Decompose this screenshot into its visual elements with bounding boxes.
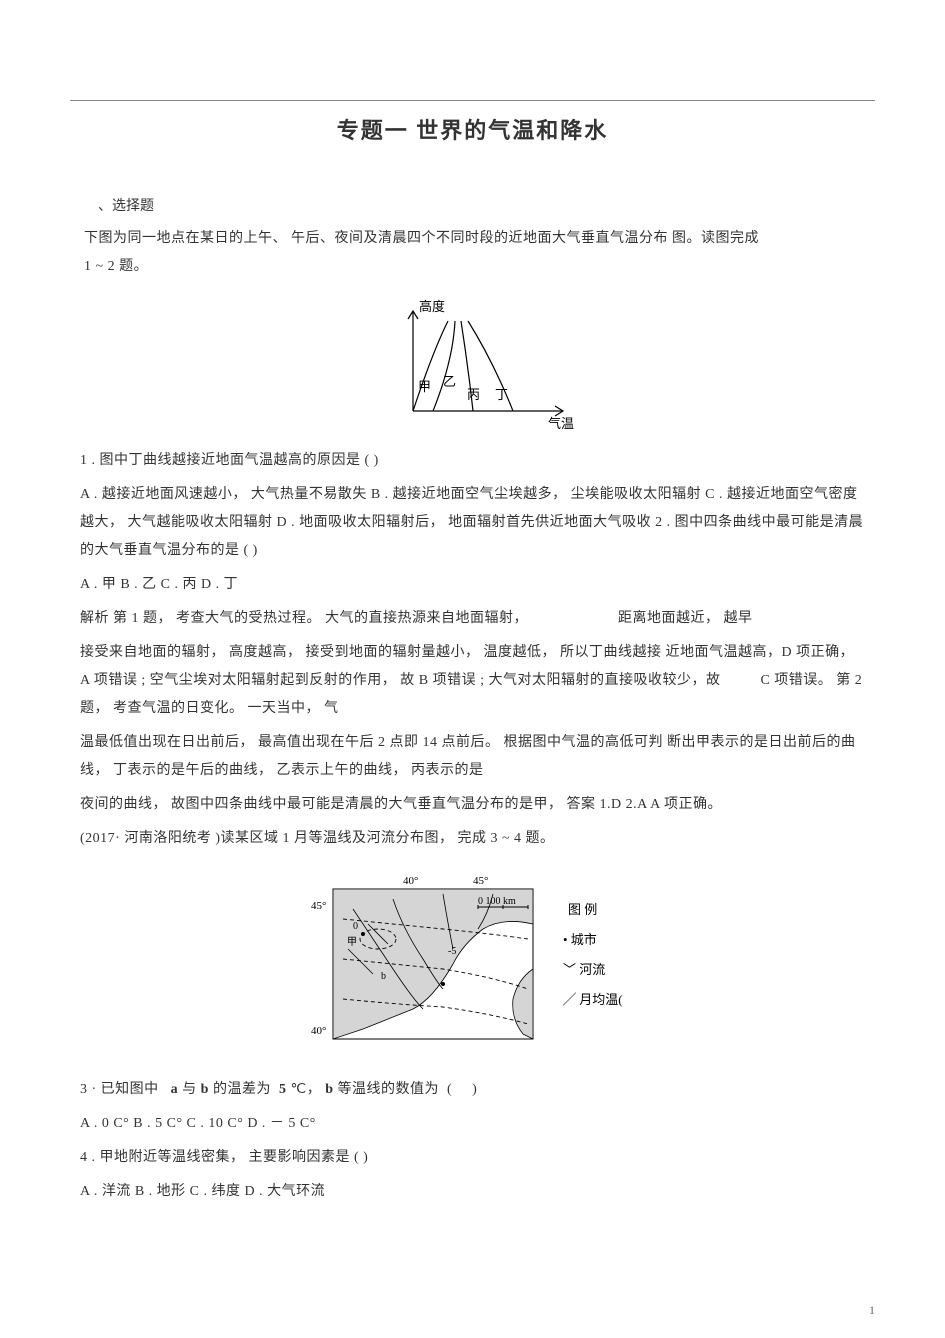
figure-1-temperature-curves: 高度 气温 甲 乙 丙 丁 xyxy=(363,291,583,441)
lat-40: 40° xyxy=(311,1025,326,1037)
curve-label-3: 丁 xyxy=(495,387,508,402)
lat-45: 45° xyxy=(311,900,326,912)
curve-label-0: 甲 xyxy=(418,379,431,394)
map-scale: 0 100 km xyxy=(478,896,516,907)
explanation-a1: 解析 第 1 题， 考查大气的受热过程。 大气的直接热源来自地面辐射， xyxy=(80,611,528,626)
legend-iso: ╱ 月均温( xyxy=(563,992,623,1007)
curve-label-1: 乙 xyxy=(443,374,456,389)
section-choice-header: 、选择题 xyxy=(98,195,865,215)
iso-0: 0 xyxy=(353,921,358,932)
label-jia: 甲 xyxy=(347,937,357,948)
label-b: b xyxy=(381,971,386,982)
page: 专题一 世界的气温和降水 、选择题 下图为同一地点在某日的上午、 午后、夜间及清… xyxy=(0,0,945,1338)
intro-text-1: 下图为同一地点在某日的上午、 午后、夜间及清晨四个不同时段的近地面大气垂直气温分… xyxy=(84,225,865,281)
explanation-line-b: 接受来自地面的辐射， 高度越高， 接受到地面的辐射量越小， 温度越低， 所以丁曲… xyxy=(80,639,865,723)
intro-1b: 1 ~ 2 题。 xyxy=(84,259,148,274)
page-title: 专题一 世界的气温和降水 xyxy=(80,113,865,145)
question-3-options: A . 0 C° B . 5 C° C . 10 C° D . － 5 C° xyxy=(80,1110,865,1138)
explanation-a2: 距离地面越近， 越早 xyxy=(618,611,753,626)
legend-river: ﹀ 河流 xyxy=(563,962,605,977)
question-4: 4 . 甲地附近等温线密集， 主要影响因素是 ( ) xyxy=(80,1144,865,1172)
explanation-line-e: 夜间的曲线， 故图中四条曲线中最可能是清晨的大气垂直气温分布的是甲， 答案 1.… xyxy=(80,791,865,819)
figure-2-wrap: 40° 45° 45° 40° 0 -5 甲 b 0 100 km 图 例 • … xyxy=(80,859,865,1070)
intro-1a: 下图为同一地点在某日的上午、 午后、夜间及清晨四个不同时段的近地面大气垂直气温分… xyxy=(84,231,759,246)
question-3: 3 · 已知图中 a 与 b 的温差为 5 ℃， b 等温线的数值为 ( ) xyxy=(80,1076,865,1104)
question-1-options: A . 越接近地面风速越小， 大气热量不易散失 B . 越接近地面空气尘埃越多，… xyxy=(80,481,865,565)
page-number: 1 xyxy=(869,1303,875,1318)
curve-jia xyxy=(413,321,448,411)
explanation-b1: 接受来自地面的辐射， 高度越高， 接受到地面的辐射量越小， 温度越低， 所以丁曲… xyxy=(80,645,854,688)
question-1: 1 . 图中丁曲线越接近地面气温越高的原因是 ( ) xyxy=(80,447,865,475)
curve-yi xyxy=(433,321,455,411)
x-label: 气温 xyxy=(548,416,574,431)
city-dot-1 xyxy=(361,932,365,936)
curve-label-2: 丙 xyxy=(467,387,480,402)
intro-text-2: (2017· 河南洛阳统考 )读某区域 1 月等温线及河流分布图， 完成 3 ~… xyxy=(80,825,865,853)
figure-2-isotherm-map: 40° 45° 45° 40° 0 -5 甲 b 0 100 km 图 例 • … xyxy=(293,869,653,1059)
legend-city: • 城市 xyxy=(563,932,597,947)
question-4-options: A . 洋流 B . 地形 C . 纬度 D . 大气环流 xyxy=(80,1178,865,1206)
q3-stem: 3 · 已知图中 a 与 b 的温差为 5 ℃， b 等温线的数值为 ( ) xyxy=(80,1082,477,1097)
iso-neg5: -5 xyxy=(448,946,456,957)
explanation-line-d: 温最低值出现在日出前后， 最高值出现在午后 2 点即 14 点前后。 根据图中气… xyxy=(80,729,865,785)
question-2-options: A . 甲 B . 乙 C . 丙 D . 丁 xyxy=(80,571,865,599)
legend-title: 图 例 xyxy=(568,902,597,917)
explanation-line-a: 解析 第 1 题， 考查大气的受热过程。 大气的直接热源来自地面辐射， 距离地面越… xyxy=(80,605,865,633)
lon-40: 40° xyxy=(403,875,418,887)
city-dot-2 xyxy=(441,982,445,986)
lon-45: 45° xyxy=(473,875,488,887)
y-label: 高度 xyxy=(419,299,445,314)
top-rule xyxy=(70,100,875,101)
